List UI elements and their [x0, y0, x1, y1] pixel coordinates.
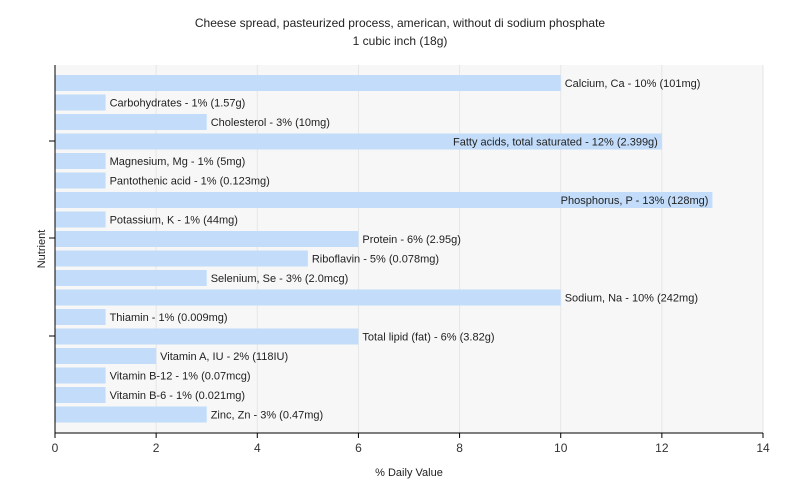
x-tick-label: 10: [554, 441, 568, 455]
bar: [55, 231, 359, 247]
x-tick-label: 4: [254, 441, 261, 455]
bar-label: Thiamin - 1% (0.009mg): [110, 312, 228, 324]
bar: [55, 348, 157, 364]
bar-label: Phosphorus, P - 13% (128mg): [561, 195, 709, 207]
bar-label: Magnesium, Mg - 1% (5mg): [110, 156, 246, 168]
bar: [55, 192, 713, 208]
chart-subtitle: 1 cubic inch (18g): [353, 34, 448, 48]
bar: [55, 387, 106, 403]
bar-label: Selenium, Se - 3% (2.0mcg): [211, 273, 349, 285]
bar: [55, 75, 561, 91]
x-tick-label: 8: [456, 441, 463, 455]
bar: [55, 114, 207, 130]
bar-label: Fatty acids, total saturated - 12% (2.39…: [453, 137, 658, 149]
bar-label: Sodium, Na - 10% (242mg): [565, 293, 698, 305]
bars: [55, 75, 713, 423]
x-tick-label: 12: [655, 441, 669, 455]
x-tick-label: 0: [52, 441, 59, 455]
bar: [55, 270, 207, 286]
bar-label: Vitamin B-6 - 1% (0.021mg): [110, 390, 246, 402]
bar: [55, 211, 106, 228]
bar-label: Zinc, Zn - 3% (0.47mg): [211, 410, 323, 422]
bar-label: Potassium, K - 1% (44mg): [110, 215, 238, 227]
bar-label: Cholesterol - 3% (10mg): [211, 117, 330, 129]
y-axis-title: Nutrient: [36, 230, 48, 269]
bar: [55, 367, 106, 384]
bar: [55, 172, 106, 189]
bar-label: Vitamin A, IU - 2% (118IU): [160, 351, 288, 363]
bar-label: Riboflavin - 5% (0.078mg): [312, 254, 439, 266]
bar-labels: Calcium, Ca - 10% (101mg) Carbohydrates -…: [110, 78, 709, 422]
bar: [55, 153, 106, 169]
chart-title: Cheese spread, pasteurized process, amer…: [195, 16, 606, 30]
bar-label: Carbohydrates - 1% (1.57g): [110, 98, 246, 110]
x-tick-label: 6: [355, 441, 362, 455]
bar-label: Pantothenic acid - 1% (0.123mg): [110, 176, 270, 188]
bar-label: Total lipid (fat) - 6% (3.82g): [362, 332, 494, 344]
axes: [49, 65, 763, 434]
bar: [55, 328, 359, 345]
bar-label: Calcium, Ca - 10% (101mg): [565, 78, 701, 90]
x-tick-label: 2: [153, 441, 160, 455]
bar-label: Vitamin B-12 - 1% (0.07mcg): [110, 371, 251, 383]
bar: [55, 94, 106, 111]
x-tick-label: 14: [756, 441, 770, 455]
bar-label: Protein - 6% (2.95g): [362, 234, 460, 246]
x-tick-labels: 0 2 4 6 8 10 12 14: [52, 433, 770, 455]
bar: [55, 289, 561, 306]
bar: [55, 133, 662, 150]
x-axis-title: % Daily Value: [375, 467, 443, 479]
bar: [55, 309, 106, 325]
bar: [55, 406, 207, 423]
bar: [55, 250, 308, 267]
